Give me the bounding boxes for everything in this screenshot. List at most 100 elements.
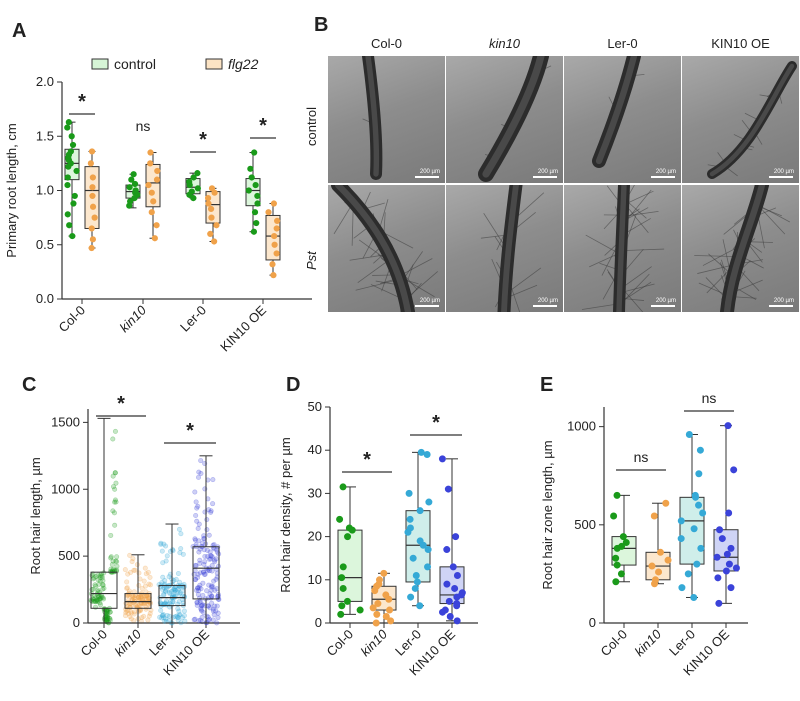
chart-a-xtick-label: kin10 [117,302,150,335]
chart-a-control-point [252,181,259,189]
chart-c-point [196,521,202,527]
micrograph-grid: 200 µm 200 µm 200 µm 200 µm 200 µm 200 µm 200 … [328,56,800,312]
chart-a-flg22-point [88,148,96,155]
chart-c-point [164,553,170,559]
chart-c-point [176,612,182,618]
chart-c-point [95,587,101,593]
chart-c-point [172,614,178,620]
chart-d-point [404,528,412,536]
chart-c-point [193,512,199,518]
chart-c-point [145,617,151,623]
chart-c-point [208,583,214,589]
chart-c-point [146,581,152,587]
chart-c-point [170,599,176,605]
chart-c-point [197,617,203,623]
chart-d-point [416,602,424,610]
chart-c-point [196,618,202,624]
chart-c-point [192,616,198,622]
chart-a-flg22-point [91,214,98,221]
chart-c-point [145,601,151,607]
chart-e-point [613,491,621,499]
chart-c-point [182,618,188,624]
chart-a-ytick-label: 0.0 [36,291,54,306]
chart-c-point [147,574,153,580]
chart-d-point [416,507,424,515]
chart-c-point [178,531,184,537]
chart-c-point [159,615,165,621]
chart-c-point [163,558,169,564]
chart-c-point [195,585,201,591]
chart-c-ytick-label: 500 [58,548,80,563]
chart-c-point [104,613,110,619]
chart-e-point [610,512,618,520]
chart-e-ytick-label: 0 [589,615,596,630]
chart-c-point [175,571,181,577]
legend-swatch-control [91,58,109,70]
chart-d-point [452,533,460,541]
chart-c-point [196,474,202,480]
chart-c-point [124,608,130,614]
chart-c-point [136,603,142,609]
chart-c-point [198,470,204,476]
chart-c-point [192,576,198,582]
chart-a-ytick-label: 0.5 [36,237,54,252]
chart-c-point [195,503,201,509]
chart-c-point [110,558,116,564]
chart-a-control-point [186,191,193,198]
chart-e-point [722,567,730,575]
micrograph-root-drawing [478,56,552,182]
chart-c-point [160,612,166,618]
chart-d-point [424,563,432,571]
chart-c-point [167,589,173,595]
chart-c-point [195,525,201,531]
chart-c-point [112,499,118,505]
chart-e-point [696,446,704,454]
chart-c-point [100,582,106,588]
chart-c-point [175,606,181,612]
scale-bar-label: 200 µm [773,298,794,304]
chart-c-point [207,591,213,597]
chart-c-root-hair-length: 0 500 1000 1500 Root hair length, µm Col-0 kin… [28,393,240,679]
root-core [616,185,627,312]
chart-c-point [92,595,98,601]
chart-c-point [92,598,98,604]
chart-c-ytick-label: 0 [73,615,80,630]
root-core [723,185,766,312]
chart-c-point [122,613,128,619]
chart-c-point [209,593,215,599]
chart-c-point [202,553,208,559]
chart-a-control-point [250,228,258,235]
chart-c-point [175,615,181,621]
scale-bar-label: 200 µm [655,298,676,304]
chart-e-y-axis-label: Root hair zone length, µm [540,440,555,589]
chart-c-point [195,571,201,577]
chart-c-point [160,586,166,592]
chart-c-point [133,602,139,608]
chart-d-point [386,606,394,614]
chart-d-point [438,455,446,463]
chart-c-ytick-label: 1000 [51,481,80,496]
chart-c-point [112,428,118,434]
chart-c-point [132,595,138,601]
chart-a-flg22-point [273,250,280,257]
chart-c-point [191,617,197,623]
chart-c-point [206,532,212,538]
scale-bar-label: 200 µm [419,169,440,175]
chart-e-point [612,554,620,562]
chart-c-point [101,596,107,602]
chart-c-point [202,571,208,577]
chart-c-point [104,617,110,623]
chart-c-point [131,595,137,601]
chart-c-point [173,576,179,582]
micro-row-label-control: control [304,106,319,146]
chart-a-flg22-point [211,189,218,196]
chart-c-point [200,602,206,608]
chart-c-point [158,607,164,613]
chart-e-point [678,584,686,592]
chart-c-y-axis-label: Root hair length, µm [28,457,43,574]
chart-c-point [172,587,178,593]
chart-e-xtick-label: kin10 [632,626,665,659]
chart-c-point [132,567,138,573]
chart-e-point [724,422,732,430]
chart-a-flg22-point [274,217,281,224]
